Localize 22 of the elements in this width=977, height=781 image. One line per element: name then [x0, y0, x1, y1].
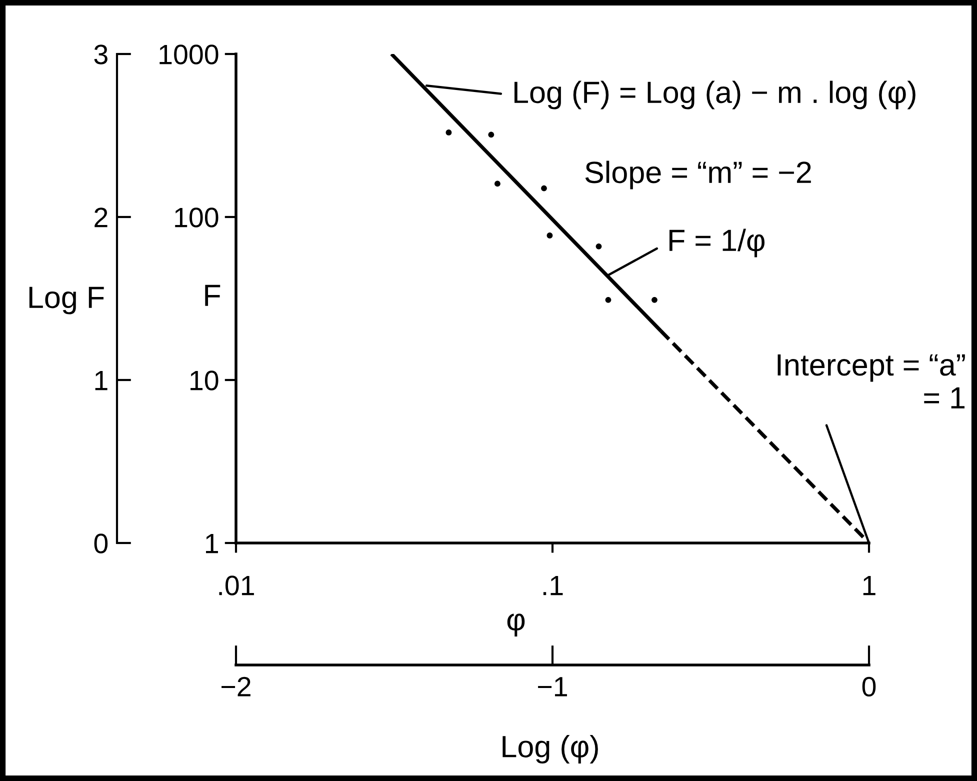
x-tick-label: 1 [863, 576, 876, 596]
x-axis-title: φ [507, 614, 525, 636]
y2-tick-label: 1 [95, 370, 108, 390]
annotation: Log (F) = Log (a) − m . log (φ) [514, 80, 916, 110]
y-axis-title: F [205, 284, 220, 306]
x-tick-label: .1 [543, 576, 563, 596]
y2-tick-label: 2 [94, 208, 108, 228]
y2-tick-label: 0 [94, 534, 108, 554]
x-tick-label: .01 [219, 576, 254, 596]
annotation: Intercept = “a” = 1 [778, 354, 965, 408]
y-tick-label: 100 [175, 208, 218, 228]
annotation: F = 1/φ [670, 228, 764, 258]
y2-tick-label: 3 [94, 44, 108, 64]
y-tick-label: 10 [190, 370, 218, 390]
x2-tick-label: −2 [222, 676, 250, 696]
annotation: Slope = “m” = −2 [585, 160, 811, 190]
x2-tick-label: 0 [862, 676, 876, 697]
y-tick-label: 1000 [160, 44, 218, 64]
x2-tick-label: −1 [538, 677, 567, 696]
y2-axis-title: Log F [29, 286, 104, 314]
x2-axis-title: Log (φ) [502, 735, 598, 764]
y-tick-label: 1 [206, 534, 218, 554]
